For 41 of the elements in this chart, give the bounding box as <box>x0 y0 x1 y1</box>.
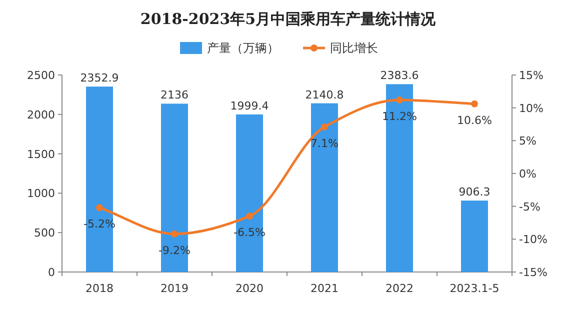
x-tick-label: 2022 <box>386 282 414 295</box>
y2-tick-label: 10% <box>519 102 544 115</box>
y-tick-label: 500 <box>34 226 55 240</box>
bar <box>461 200 488 272</box>
data-label: 7.1% <box>310 136 338 150</box>
y2-tick-label: -15% <box>519 266 548 279</box>
x-tick-label: 2020 <box>236 282 264 295</box>
point <box>96 204 103 212</box>
data-label: 1999.4 <box>230 99 269 112</box>
point <box>396 96 403 104</box>
y-tick-label: 2500 <box>27 69 55 82</box>
y-tick-label: 2000 <box>27 108 55 122</box>
data-label: 2140.8 <box>305 88 344 102</box>
x-tick-label: 2021 <box>310 282 338 295</box>
point <box>471 100 478 108</box>
bar <box>86 86 113 272</box>
y2-tick-label: -10% <box>519 233 548 246</box>
bar <box>311 103 338 272</box>
bar <box>236 114 263 272</box>
point <box>171 230 178 238</box>
y2-tick-label: 0% <box>519 168 536 180</box>
y2-tick-label: -5% <box>519 200 540 214</box>
y-tick-label: 1500 <box>27 148 55 161</box>
x-tick-label: 2018 <box>86 282 114 295</box>
x-tick-label: 2019 <box>160 282 188 295</box>
x-tick-label: 2023.1-5 <box>450 282 500 295</box>
y-tick-label: 1000 <box>27 187 55 200</box>
data-label: 2136 <box>160 88 188 102</box>
point <box>321 123 328 130</box>
bar <box>161 104 188 272</box>
y-tick-label: 0 <box>48 266 55 279</box>
y2-tick-label: 15% <box>519 69 544 82</box>
data-label: 2352.9 <box>80 72 119 85</box>
legend-label: 产量（万辆） <box>207 41 279 55</box>
data-label: 2383.6 <box>380 69 419 82</box>
chart-title: 2018-2023年5月中国乘用车产量统计情况 <box>140 10 437 28</box>
legend-label: 同比增长 <box>330 41 378 55</box>
data-label: 10.6% <box>457 114 492 127</box>
data-label: 906.3 <box>458 186 490 199</box>
point <box>246 212 253 220</box>
y2-tick-label: 5% <box>519 134 536 148</box>
